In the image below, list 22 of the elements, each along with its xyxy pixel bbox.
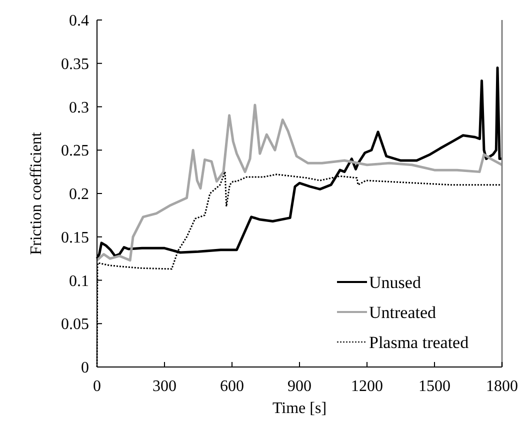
y-tick-label: 0.35 — [61, 56, 89, 73]
x-axis-title: Time [s] — [272, 400, 327, 417]
y-axis-title: Friction coefficient — [28, 132, 45, 255]
x-tick-label: 300 — [152, 378, 176, 395]
y-tick-label: 0.2 — [69, 186, 89, 204]
x-tick-label: 0 — [93, 378, 101, 395]
legend-label: Plasma treated — [369, 332, 470, 352]
x-tick-label: 1200 — [351, 378, 383, 395]
y-tick-label: 0.3 — [69, 99, 89, 116]
line-series — [96, 104, 504, 262]
y-tick-label: 0.15 — [61, 229, 89, 246]
y-tick-label: 0 — [81, 360, 89, 377]
y-tick-label: 0.4 — [69, 12, 89, 30]
y-tick-label: 0.25 — [61, 142, 89, 160]
y-tick-label: 0.1 — [69, 272, 89, 290]
x-tick-label: 1800 — [486, 378, 518, 395]
legend-label: Untreated — [369, 302, 437, 322]
y-tick-label: 0.05 — [61, 316, 89, 334]
x-tick-label: 600 — [220, 378, 244, 395]
x-tick-label: 900 — [288, 378, 312, 395]
legend-label: Unused — [369, 272, 422, 292]
x-tick-label: 1500 — [418, 378, 450, 395]
